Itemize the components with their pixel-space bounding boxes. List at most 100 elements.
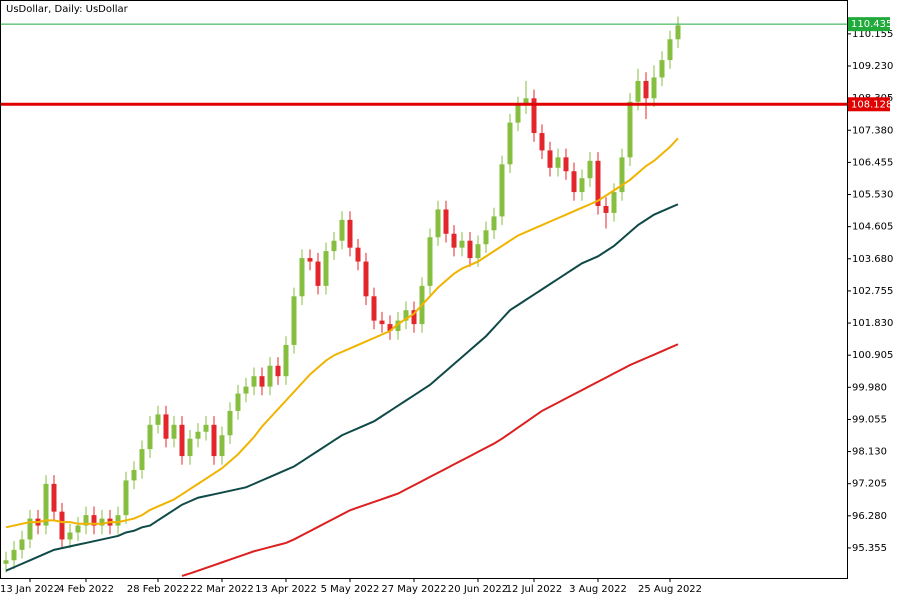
candle-body	[139, 449, 145, 470]
moving-average-line	[5, 203, 679, 572]
x-tick-label: 13 Apr 2022	[255, 584, 317, 595]
y-tick-label: 99.980	[852, 382, 887, 393]
x-tick-label: 22 Mar 2022	[190, 584, 253, 595]
candle-body	[555, 157, 561, 168]
candle-body	[299, 258, 305, 297]
candle-body	[331, 240, 337, 252]
x-tick-label: 28 Feb 2022	[127, 584, 189, 595]
candle-body	[91, 515, 97, 526]
candle-body	[43, 483, 49, 526]
candle-body	[571, 171, 577, 193]
y-tick-label: 96.280	[852, 511, 887, 522]
candle-body	[227, 410, 233, 436]
candle-body	[51, 483, 57, 512]
candle-body	[427, 237, 433, 286]
plot-area	[1, 16, 847, 577]
candle-body	[475, 244, 481, 259]
candle-body	[75, 525, 81, 533]
candle-body	[179, 424, 185, 457]
candle-body	[27, 518, 33, 540]
x-tick-label: 13 Jan 2022	[0, 584, 60, 595]
candle-body	[115, 515, 121, 526]
candle-body	[491, 216, 497, 231]
y-tick-label: 104.605	[852, 222, 893, 233]
candle-body	[587, 160, 593, 179]
candle-body	[11, 549, 17, 561]
y-tick-label: 109.230	[852, 61, 893, 72]
candle-body	[147, 424, 153, 450]
level-label-box	[848, 17, 890, 32]
candle-body	[675, 25, 681, 40]
candle-body	[643, 80, 649, 99]
candle-body	[499, 164, 505, 217]
candle-body	[259, 376, 265, 387]
y-tick-label: 97.205	[852, 479, 887, 490]
candle-body	[187, 438, 193, 457]
candle-body	[323, 251, 329, 286]
candle-body	[267, 365, 273, 387]
candle-body	[531, 98, 537, 134]
candle-body	[99, 518, 105, 526]
y-tick-label: 102.755	[852, 286, 893, 297]
candle-body	[563, 157, 569, 172]
candle-body	[659, 60, 665, 78]
candle-body	[211, 424, 217, 457]
candle-body	[403, 310, 409, 321]
candle-body	[203, 424, 209, 432]
x-tick-label: 27 May 2022	[381, 584, 446, 595]
candle-body	[459, 240, 465, 248]
candle-body	[411, 310, 417, 325]
candle-body	[123, 480, 129, 516]
candle-body	[171, 424, 177, 439]
y-tick-label: 106.455	[852, 157, 893, 168]
moving-average-line	[181, 343, 679, 577]
candle-body	[523, 98, 529, 106]
price-axis: 110.155109.230108.305107.380106.455105.5…	[847, 17, 893, 554]
candle-body	[131, 469, 137, 481]
x-tick-label: 25 Aug 2022	[638, 584, 702, 595]
candle-body	[283, 344, 289, 377]
candle-body	[451, 233, 457, 248]
y-tick-label: 101.830	[852, 318, 893, 329]
y-tick-label: 98.130	[852, 447, 887, 458]
y-tick-label: 105.530	[852, 190, 893, 201]
x-tick-label: 4 Feb 2022	[58, 584, 114, 595]
candle-body	[387, 324, 393, 332]
candle-body	[539, 133, 545, 151]
y-tick-label: 99.055	[852, 414, 887, 425]
y-tick-label: 100.905	[852, 350, 893, 361]
candle-body	[443, 209, 449, 234]
candle-body	[163, 414, 169, 439]
candle-body	[235, 393, 241, 411]
candle-body	[619, 157, 625, 193]
candle-body	[611, 192, 617, 213]
level-label: 108.128	[851, 99, 892, 110]
candle-body	[315, 261, 321, 286]
x-tick-label: 5 May 2022	[321, 584, 380, 595]
candle-body	[507, 122, 513, 165]
x-tick-label: 12 Jul 2022	[506, 584, 563, 595]
candle-body	[219, 435, 225, 457]
candle-body	[667, 39, 673, 61]
y-tick-label: 107.380	[852, 125, 893, 136]
candle-body	[363, 261, 369, 297]
candle-body	[547, 150, 553, 168]
candle-body	[67, 532, 73, 540]
candle-body	[59, 511, 65, 540]
candle-body	[19, 539, 25, 550]
level-label: 110.435	[851, 19, 892, 30]
candle-body	[355, 247, 361, 262]
candle-body	[435, 209, 441, 238]
candle-body	[651, 77, 657, 99]
x-tick-label: 20 Jun 2022	[448, 584, 508, 595]
y-tick-label: 103.680	[852, 254, 893, 265]
candle-body	[347, 219, 353, 248]
candle-body	[515, 105, 521, 123]
candle-body	[275, 365, 281, 377]
x-tick-label: 3 Aug 2022	[569, 584, 627, 595]
candle-body	[379, 320, 385, 325]
candle-body	[627, 101, 633, 158]
candle-body	[291, 296, 297, 345]
